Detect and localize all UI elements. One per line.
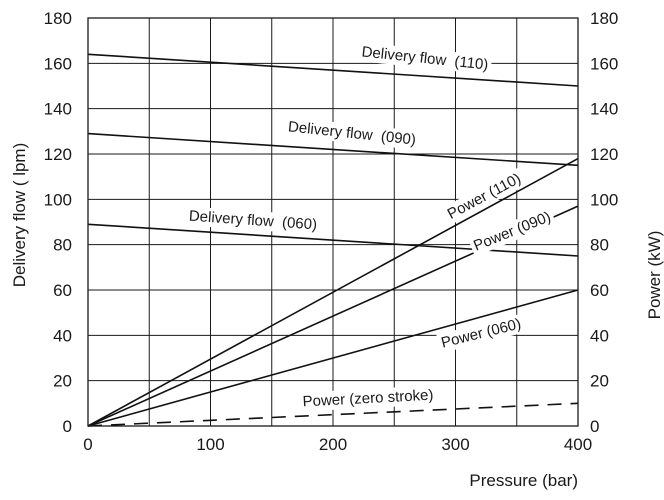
series-label-text: Delivery flow (090) <box>287 118 416 148</box>
right-tick-label: 80 <box>590 236 609 255</box>
right-tick-label: 60 <box>590 281 609 300</box>
series-line <box>87 132 579 167</box>
x-tick-label: 200 <box>319 435 347 454</box>
left-tick-label: 100 <box>44 190 72 209</box>
series-line <box>87 223 579 257</box>
series-label-backing <box>357 42 493 75</box>
right-tick-label: 100 <box>590 190 618 209</box>
x-axis-ticks: 0 100 200 300 400 <box>83 435 592 454</box>
series-label: Delivery flow (090) <box>284 117 420 150</box>
series-label: Power (060) <box>436 313 526 354</box>
series-label-text: Delivery flow (110) <box>361 43 489 73</box>
series-label: Power (zero stroke) <box>299 385 437 412</box>
right-tick-label: 20 <box>590 372 609 391</box>
series-label-text: Power (zero stroke) <box>302 387 434 411</box>
series-label-text: Power (110) <box>445 170 524 223</box>
right-tick-label: 180 <box>590 9 618 28</box>
right-tick-label: 0 <box>590 417 599 436</box>
series-label-backing <box>299 385 437 412</box>
series-line <box>87 402 579 427</box>
plot-border <box>87 17 579 427</box>
series-lines <box>87 53 579 427</box>
left-tick-label: 120 <box>44 145 72 164</box>
left-tick-label: 60 <box>53 281 72 300</box>
series-label-backing <box>441 167 527 226</box>
right-tick-label: 40 <box>590 326 609 345</box>
series-label: Delivery flow (060) <box>185 206 321 235</box>
left-axis-title: Delivery flow ( lpm) <box>10 143 29 288</box>
right-tick-label: 140 <box>590 100 618 119</box>
left-tick-label: 180 <box>44 9 72 28</box>
right-axis-ticks: 0 20 40 60 80 100 120 140 160 180 <box>590 9 618 436</box>
x-tick-label: 400 <box>564 435 592 454</box>
series-label-backing <box>436 313 526 354</box>
series-label: Delivery flow (110) <box>357 42 493 75</box>
left-tick-label: 0 <box>63 417 72 436</box>
x-tick-label: 100 <box>196 435 224 454</box>
series-label-backing <box>185 206 321 235</box>
series-label-backing <box>467 206 557 257</box>
right-axis-title: Power (kW) <box>645 231 664 320</box>
series-line <box>87 289 579 427</box>
left-tick-label: 80 <box>53 236 72 255</box>
right-tick-label: 160 <box>590 54 618 73</box>
right-tick-label: 120 <box>590 145 618 164</box>
series-line <box>87 53 579 87</box>
plot-frame <box>87 17 579 427</box>
x-tick-label: 0 <box>83 435 92 454</box>
left-tick-label: 140 <box>44 100 72 119</box>
series-label-text: Power (060) <box>439 315 522 351</box>
left-tick-label: 20 <box>53 372 72 391</box>
series-labels: Delivery flow (110) Delivery flow (090) De… <box>185 42 557 412</box>
left-tick-label: 40 <box>53 326 72 345</box>
series-label: Power (090) <box>467 206 557 257</box>
series-label: Power (110) <box>441 167 527 226</box>
left-axis-ticks: 0 20 40 60 80 100 120 140 160 180 <box>44 9 72 436</box>
series-line <box>87 157 579 427</box>
grid <box>87 17 579 427</box>
x-axis-title: Pressure (bar) <box>469 471 578 490</box>
series-label-text: Power (090) <box>471 208 553 254</box>
left-tick-label: 160 <box>44 54 72 73</box>
series-label-backing <box>284 117 420 150</box>
x-tick-label: 300 <box>441 435 469 454</box>
